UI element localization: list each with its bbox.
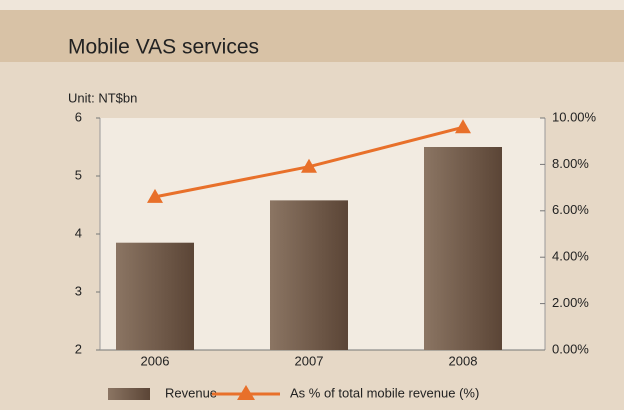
bar	[116, 242, 194, 350]
legend-swatch	[108, 388, 150, 400]
chart-title: Mobile VAS services	[68, 36, 259, 59]
marker	[301, 158, 317, 173]
x-tick-label: 2008	[449, 353, 478, 368]
y2-tick-label: 8.00%	[552, 156, 589, 171]
marker	[147, 188, 163, 203]
y-tick-label: 6	[75, 109, 82, 124]
y2-tick-label: 10.00%	[552, 109, 597, 124]
y2-tick-label: 2.00%	[552, 295, 589, 310]
y-tick-label: 2	[75, 341, 82, 356]
legend-label: As % of total mobile revenue (%)	[290, 385, 479, 400]
y-tick-label: 3	[75, 283, 82, 298]
y2-tick-label: 0.00%	[552, 341, 589, 356]
y2-tick-label: 6.00%	[552, 202, 589, 217]
legend-swatch	[237, 385, 255, 400]
header-band	[0, 10, 624, 62]
bar	[424, 147, 502, 350]
y-tick-label: 5	[75, 167, 82, 182]
marker	[455, 119, 471, 134]
bar	[270, 200, 348, 350]
x-tick-label: 2007	[295, 353, 324, 368]
y2-tick-label: 4.00%	[552, 249, 589, 264]
y-axis-label: Unit: NT$bn	[68, 90, 137, 105]
legend-label: Revenue	[165, 385, 217, 400]
y-tick-label: 4	[75, 225, 82, 240]
x-tick-label: 2006	[141, 353, 170, 368]
